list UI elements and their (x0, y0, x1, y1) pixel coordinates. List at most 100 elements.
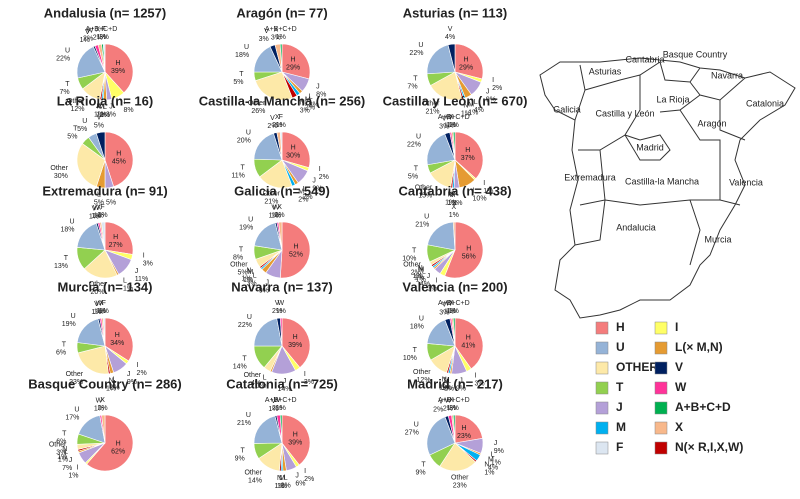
slice-value: 1% (94, 308, 104, 315)
pie-slice (86, 414, 134, 472)
slice-name: U (248, 217, 253, 224)
chart-title: Cantabria (n= 438) (398, 183, 511, 198)
slice-value: 12% (70, 106, 84, 113)
slice-value: 5% (233, 79, 243, 86)
slice-name: X (451, 204, 456, 211)
pie-slice (259, 159, 293, 189)
slice-value: 2% (83, 36, 93, 43)
slice-value: 1% (449, 212, 459, 219)
slice-name: H (462, 425, 467, 432)
slice-value: 1% (243, 277, 253, 284)
legend-label: A+B+C+D (675, 400, 731, 414)
slice-value: 6% (56, 349, 66, 356)
slice-name: Other (415, 185, 433, 192)
chart-title: Murcia (n= 134) (57, 279, 152, 294)
slice-value: 8% (316, 92, 326, 99)
slice-name: J (69, 457, 73, 464)
slice-name: M (468, 102, 474, 109)
slice-value: 9% (456, 385, 466, 392)
slice-name: U (246, 412, 251, 419)
slice-value: 1% (274, 483, 284, 490)
slice-name: L (491, 451, 495, 458)
chart-title: La Rioja (n= 16) (57, 93, 153, 108)
legend-swatch (595, 421, 609, 435)
pie-slice (95, 131, 106, 161)
slice-name: W (277, 300, 284, 307)
slice-value: 4% (488, 465, 498, 472)
slice-value: 17% (65, 414, 79, 421)
slice-name: F (100, 204, 104, 211)
slice-name: H (293, 334, 298, 341)
slice-name: V (85, 29, 90, 36)
slice-name: U (416, 134, 421, 141)
slice-name: V (92, 205, 97, 212)
slice-name: M (305, 96, 311, 103)
slice-value: 23% (69, 379, 83, 386)
slice-name: H (464, 56, 469, 63)
slice-name: A+B+C+D (265, 397, 297, 404)
slice-value: 9% (259, 288, 269, 295)
slice-name: H (116, 60, 121, 67)
map-label: Galicia (553, 104, 581, 114)
slice-value: 5% (67, 133, 77, 140)
slice-value: 1% (416, 277, 426, 284)
slice-name: T (62, 341, 67, 348)
chart-title: Basque Country (n= 286) (28, 376, 182, 391)
slice-name: T (73, 125, 78, 132)
map-label: Murcia (704, 234, 731, 244)
pie-slice (102, 317, 106, 347)
pie-slice (426, 133, 456, 166)
slice-name: L (284, 475, 288, 482)
slice-name: W (93, 205, 100, 212)
slice-value: 39% (288, 439, 302, 446)
slice-name: N (463, 102, 468, 109)
legend-label: V (675, 360, 683, 374)
pie-slice (447, 43, 456, 73)
slice-value: 3% (259, 36, 269, 43)
slice-value: 21% (237, 420, 251, 427)
slice-value: 1% (444, 385, 454, 392)
slice-value: 9% (486, 97, 496, 104)
slice-value: 21% (264, 198, 278, 205)
slice-value: 1% (446, 405, 456, 412)
map-label: La Rioja (656, 94, 689, 104)
slice-name: T (242, 355, 247, 362)
slice-name: Other (403, 262, 421, 269)
slice-name: N (277, 475, 282, 482)
slice-name: X (449, 114, 454, 121)
slice-name: N (96, 103, 101, 110)
slice-value: 10% (402, 256, 416, 263)
slice-value: 39% (111, 68, 125, 75)
slice-value: 1% (68, 472, 78, 479)
slice-value: 1% (89, 213, 99, 220)
slice-name: I (319, 166, 321, 173)
slice-name: X (275, 114, 280, 121)
map-borders (574, 61, 746, 266)
slice-name: L (97, 191, 101, 198)
legend-swatch (654, 361, 668, 375)
slice-name: I (492, 77, 494, 84)
map-label: Castilla y León (595, 108, 654, 118)
slice-value: 2% (492, 85, 502, 92)
pie-slice (253, 318, 283, 347)
slice-value: 41% (461, 343, 475, 350)
pie-slice (426, 44, 456, 75)
slice-value: 9% (415, 469, 425, 476)
slice-name: X (277, 204, 282, 211)
slice-value: 21% (415, 222, 429, 229)
slice-name: T (62, 430, 67, 437)
slice-name: W (446, 114, 453, 121)
legend-swatch (654, 421, 668, 435)
slice-value: 2% (97, 212, 107, 219)
slice-value: 2% (298, 196, 308, 203)
slice-name: H (115, 332, 120, 339)
pie-slice (281, 414, 311, 466)
pie-slice (454, 317, 484, 370)
pie-slice (254, 71, 293, 101)
slice-name: W (96, 300, 103, 307)
slice-value: 5% (106, 199, 116, 206)
slice-value: 1% (276, 308, 286, 315)
slice-name: H (465, 147, 470, 154)
slice-value: 7% (59, 89, 69, 96)
